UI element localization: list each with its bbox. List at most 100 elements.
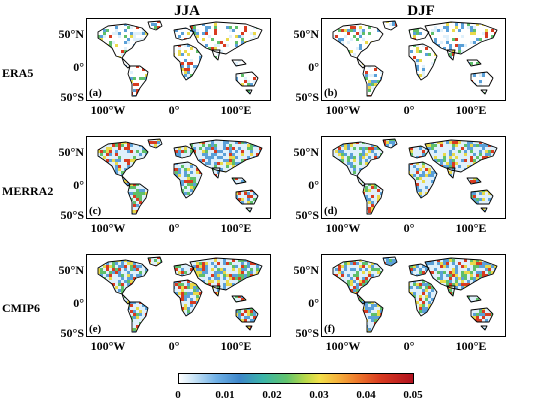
coastline-outline xyxy=(408,279,438,317)
coastline-outline xyxy=(446,285,456,297)
coastline-outline xyxy=(424,257,498,291)
coastline-outline xyxy=(245,207,253,213)
coastline-outline xyxy=(408,263,430,277)
coastline-outline xyxy=(362,301,384,333)
coastline-outline xyxy=(446,49,456,61)
coastline-outline xyxy=(470,189,494,205)
latitude-tick-label: 50°S xyxy=(295,208,319,222)
coastline-outline xyxy=(127,65,149,97)
world-map xyxy=(86,136,271,219)
coastline-outline xyxy=(480,325,488,331)
longitude-tick-label: 100°E xyxy=(220,221,252,235)
coastline-outline xyxy=(466,59,482,67)
longitude-tick-label: 0° xyxy=(403,221,415,235)
coastline-outline xyxy=(408,145,430,159)
panel-letter: (f) xyxy=(324,323,335,335)
map-panel-era5-jja: (a) xyxy=(86,18,271,101)
column-title-jja: JJA xyxy=(174,3,200,19)
coastline-outline xyxy=(356,293,366,305)
coastline-outline xyxy=(470,307,494,323)
panel-letter: (a) xyxy=(89,87,102,99)
panel-letter: (c) xyxy=(89,205,102,217)
latitude-tick-label: 50°S xyxy=(60,208,84,222)
coastline-outline xyxy=(470,71,494,87)
longitude-tick-label: 100°W xyxy=(325,339,361,353)
coastline-outline xyxy=(408,161,438,199)
coastline-outline xyxy=(480,89,488,95)
coastline-outline xyxy=(173,263,195,277)
latitude-tick-label: 50°S xyxy=(60,90,84,104)
latitude-tick-label: 0° xyxy=(73,296,84,310)
coastline-outline xyxy=(173,145,195,159)
latitude-tick-label: 50°N xyxy=(293,27,319,41)
coastline-outline xyxy=(121,57,131,69)
coastline-outline xyxy=(245,89,253,95)
coastline-outline xyxy=(332,23,384,59)
map-panel-merra2-jja: (c) xyxy=(86,136,271,219)
coastline-outline xyxy=(424,21,498,55)
coastline-outline xyxy=(408,43,438,81)
coastline-outline xyxy=(211,285,221,297)
coastline-outline xyxy=(408,27,430,41)
coastline-outline xyxy=(173,279,203,317)
colorbar-tick-label: 0.05 xyxy=(403,389,423,401)
latitude-tick-label: 50°N xyxy=(293,145,319,159)
map-panel-merra2-djf: (d) xyxy=(321,136,506,219)
latitude-tick-label: 0° xyxy=(308,178,319,192)
coastline-outline xyxy=(97,141,149,177)
coastline-outline xyxy=(382,138,398,149)
coastline-outline xyxy=(189,21,263,55)
coastline-outline xyxy=(97,23,149,59)
coastline-outline xyxy=(127,301,149,333)
colorbar-tick-label: 0.04 xyxy=(356,389,376,401)
row-label-merra2: MERRA2 xyxy=(2,184,54,198)
coastline-outline xyxy=(362,183,384,215)
longitude-tick-label: 100°E xyxy=(220,339,252,353)
coastline-outline xyxy=(121,175,131,187)
coastline-outline xyxy=(211,49,221,61)
coastline-outline xyxy=(173,43,203,81)
panel-letter: (d) xyxy=(324,205,338,217)
coastline-outline xyxy=(173,27,195,41)
latitude-tick-label: 50°N xyxy=(58,27,84,41)
colorbar-tick-label: 0 xyxy=(175,389,181,401)
coastline-outline xyxy=(424,139,498,173)
latitude-tick-label: 50°S xyxy=(60,326,84,340)
world-map xyxy=(321,136,506,219)
longitude-tick-label: 100°E xyxy=(455,221,487,235)
coastline-outline xyxy=(362,65,384,97)
latitude-tick-label: 50°N xyxy=(58,145,84,159)
world-map xyxy=(86,18,271,101)
longitude-tick-label: 0° xyxy=(168,103,180,117)
coastline-outline xyxy=(231,295,247,303)
map-panel-era5-djf: (b) xyxy=(321,18,506,101)
coastline-outline xyxy=(121,293,131,305)
coastline-outline xyxy=(235,189,259,205)
coastline-outline xyxy=(189,139,263,173)
latitude-tick-label: 50°N xyxy=(293,263,319,277)
latitude-tick-label: 0° xyxy=(73,178,84,192)
map-panel-cmip6-jja: (e) xyxy=(86,254,271,337)
coastline-outline xyxy=(127,183,149,215)
coastline-outline xyxy=(147,20,163,31)
latitude-tick-label: 0° xyxy=(308,296,319,310)
coastline-outline xyxy=(382,256,398,267)
row-label-cmip6: CMIP6 xyxy=(2,301,40,315)
longitude-tick-label: 0° xyxy=(403,103,415,117)
latitude-tick-label: 50°S xyxy=(295,90,319,104)
world-map xyxy=(86,254,271,337)
row-label-era5: ERA5 xyxy=(2,66,34,80)
latitude-tick-label: 0° xyxy=(73,60,84,74)
longitude-tick-label: 100°E xyxy=(455,103,487,117)
column-title-djf: DJF xyxy=(407,3,435,19)
panel-letter: (e) xyxy=(89,323,102,335)
coastline-outline xyxy=(235,71,259,87)
latitude-tick-label: 50°S xyxy=(295,326,319,340)
longitude-tick-label: 100°E xyxy=(220,103,252,117)
longitude-tick-label: 0° xyxy=(168,339,180,353)
coastline-outline xyxy=(466,295,482,303)
panel-letter: (b) xyxy=(324,87,338,99)
longitude-tick-label: 100°E xyxy=(455,339,487,353)
coastline-outline xyxy=(356,57,366,69)
world-map xyxy=(321,254,506,337)
